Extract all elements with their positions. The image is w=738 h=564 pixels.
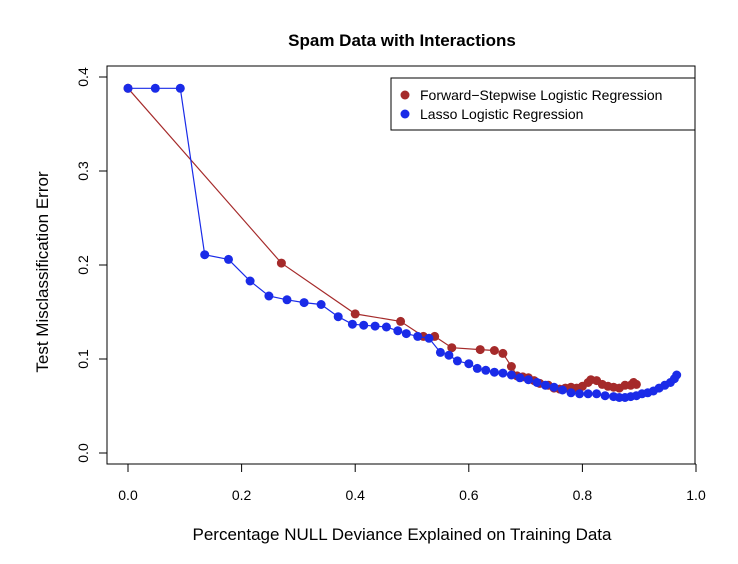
series-line-0 xyxy=(127,87,637,390)
series-0-point xyxy=(350,309,360,319)
legend: Forward−Stepwise Logistic Regression Las… xyxy=(390,77,696,131)
series-1-point xyxy=(592,389,602,399)
series-0-point xyxy=(475,345,485,355)
series-1-point xyxy=(558,385,567,395)
series-1-point xyxy=(532,378,542,387)
legend-label-lasso: Lasso Logistic Regression xyxy=(420,106,583,122)
y-tick-label: 0.0 xyxy=(75,443,91,463)
series-1-point xyxy=(472,363,482,373)
series-1-point xyxy=(435,347,445,357)
x-tick-label: 0.2 xyxy=(232,487,252,503)
series-1-point xyxy=(600,391,610,401)
series-0-point xyxy=(498,348,508,358)
series-1-point xyxy=(175,83,185,93)
series-1-point xyxy=(381,322,391,332)
series-1-point xyxy=(299,298,309,308)
x-tick-label: 1.0 xyxy=(686,487,706,503)
series-1-point xyxy=(347,319,357,329)
legend-label-forward-stepwise: Forward−Stepwise Logistic Regression xyxy=(420,87,662,103)
y-tick-label: 0.2 xyxy=(75,255,91,275)
series-1-point xyxy=(498,368,508,378)
series-0-point xyxy=(489,346,499,355)
series-1-point xyxy=(359,320,369,330)
legend-box xyxy=(390,77,696,131)
series-1-point xyxy=(506,370,516,380)
series-1-point xyxy=(413,331,423,341)
y-axis-label: Test Misclassification Error xyxy=(33,171,52,373)
series-1-point xyxy=(245,276,255,286)
series-1-point xyxy=(282,295,292,305)
series-1-point xyxy=(566,388,576,398)
series-1-point xyxy=(444,350,454,360)
series-1-point xyxy=(481,365,491,375)
series-line-1 xyxy=(128,87,678,399)
series-1-point xyxy=(333,312,343,322)
series-1-point xyxy=(393,326,403,336)
series-0-point xyxy=(447,343,457,353)
x-axis: 0.0 0.2 0.4 0.6 0.8 1.0 xyxy=(118,463,706,503)
series-0-point xyxy=(631,379,641,389)
series-layer xyxy=(123,83,682,402)
series-1-point xyxy=(583,389,593,399)
series-0-point xyxy=(396,316,406,326)
chart-title: Spam Data with Interactions xyxy=(288,31,516,50)
series-1-point xyxy=(672,370,682,380)
x-axis-label: Percentage NULL Deviance Explained on Tr… xyxy=(193,525,613,544)
series-1-point xyxy=(150,83,160,93)
x-tick-label: 0.8 xyxy=(573,487,593,503)
x-tick-label: 0.4 xyxy=(345,487,365,503)
x-tick-label: 0.0 xyxy=(118,487,138,503)
series-1-point xyxy=(549,382,559,392)
series-0-point xyxy=(276,258,286,268)
y-axis: 0.0 0.1 0.2 0.3 0.4 xyxy=(75,67,108,463)
series-0-point xyxy=(506,362,516,371)
series-1-point xyxy=(541,380,550,390)
series-1-point xyxy=(575,389,585,399)
series-1-point xyxy=(515,373,525,383)
series-1-point xyxy=(200,250,210,260)
series-1-point xyxy=(424,333,434,343)
y-tick-label: 0.4 xyxy=(75,67,91,87)
series-1-point xyxy=(370,321,380,331)
series-1-point xyxy=(224,254,233,264)
x-tick-label: 0.6 xyxy=(459,487,479,503)
series-1-point xyxy=(489,367,499,377)
y-tick-label: 0.3 xyxy=(75,161,91,181)
series-1-point xyxy=(464,359,474,369)
series-1-point xyxy=(523,375,533,385)
series-1-point xyxy=(316,300,326,309)
series-1-point xyxy=(452,356,462,366)
series-1-point xyxy=(123,83,133,93)
series-1-point xyxy=(401,329,411,339)
y-tick-label: 0.1 xyxy=(75,349,91,369)
legend-marker-forward-stepwise xyxy=(400,90,410,100)
series-1-point xyxy=(264,291,274,301)
legend-marker-lasso xyxy=(400,109,410,119)
